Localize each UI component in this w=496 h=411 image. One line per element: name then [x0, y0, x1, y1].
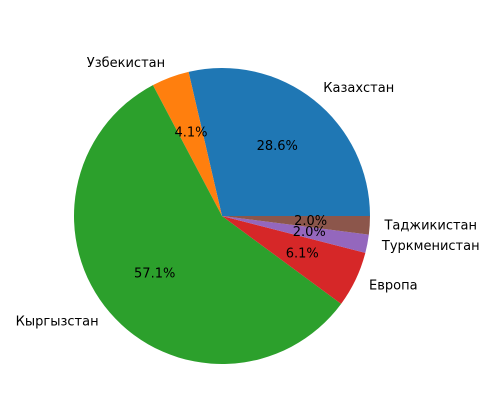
- pie-slice-таджикистан: [222, 216, 370, 235]
- pie-slice-туркменистан: [222, 216, 369, 253]
- pie-percent-label: 28.6%: [257, 139, 298, 154]
- pie-slice-узбекистан: [152, 71, 222, 216]
- pie-slice-кыргызстан: [73, 85, 342, 365]
- pie-slice-казахстан: [188, 68, 370, 216]
- pie-category-label: Казахстан: [323, 81, 394, 96]
- pie-category-label: Узбекистан: [87, 56, 165, 71]
- pie-category-label: Таджикистан: [383, 219, 477, 234]
- pie-category-labels: Казахстан Узбекистан Кыргызстан Европа Туркм…: [16, 56, 480, 330]
- pie-slice-европа: [222, 216, 366, 304]
- pie-percent-label: 6.1%: [286, 247, 319, 262]
- pie-category-label: Кыргызстан: [16, 315, 99, 330]
- pie-percent-label: 4.1%: [174, 125, 207, 140]
- pie-percent-label: 2.0%: [294, 214, 327, 229]
- pie-percent-labels: 28.6% 4.1% 57.1% 6.1% 2.0%2.0%: [134, 125, 327, 281]
- pie-slices: [73, 68, 370, 365]
- pie-category-label: Европа: [369, 278, 418, 293]
- pie-percent-label: 2.0%: [293, 225, 326, 240]
- pie-percent-label: 57.1%: [134, 266, 175, 281]
- pie-category-label: Туркменистан: [381, 239, 480, 254]
